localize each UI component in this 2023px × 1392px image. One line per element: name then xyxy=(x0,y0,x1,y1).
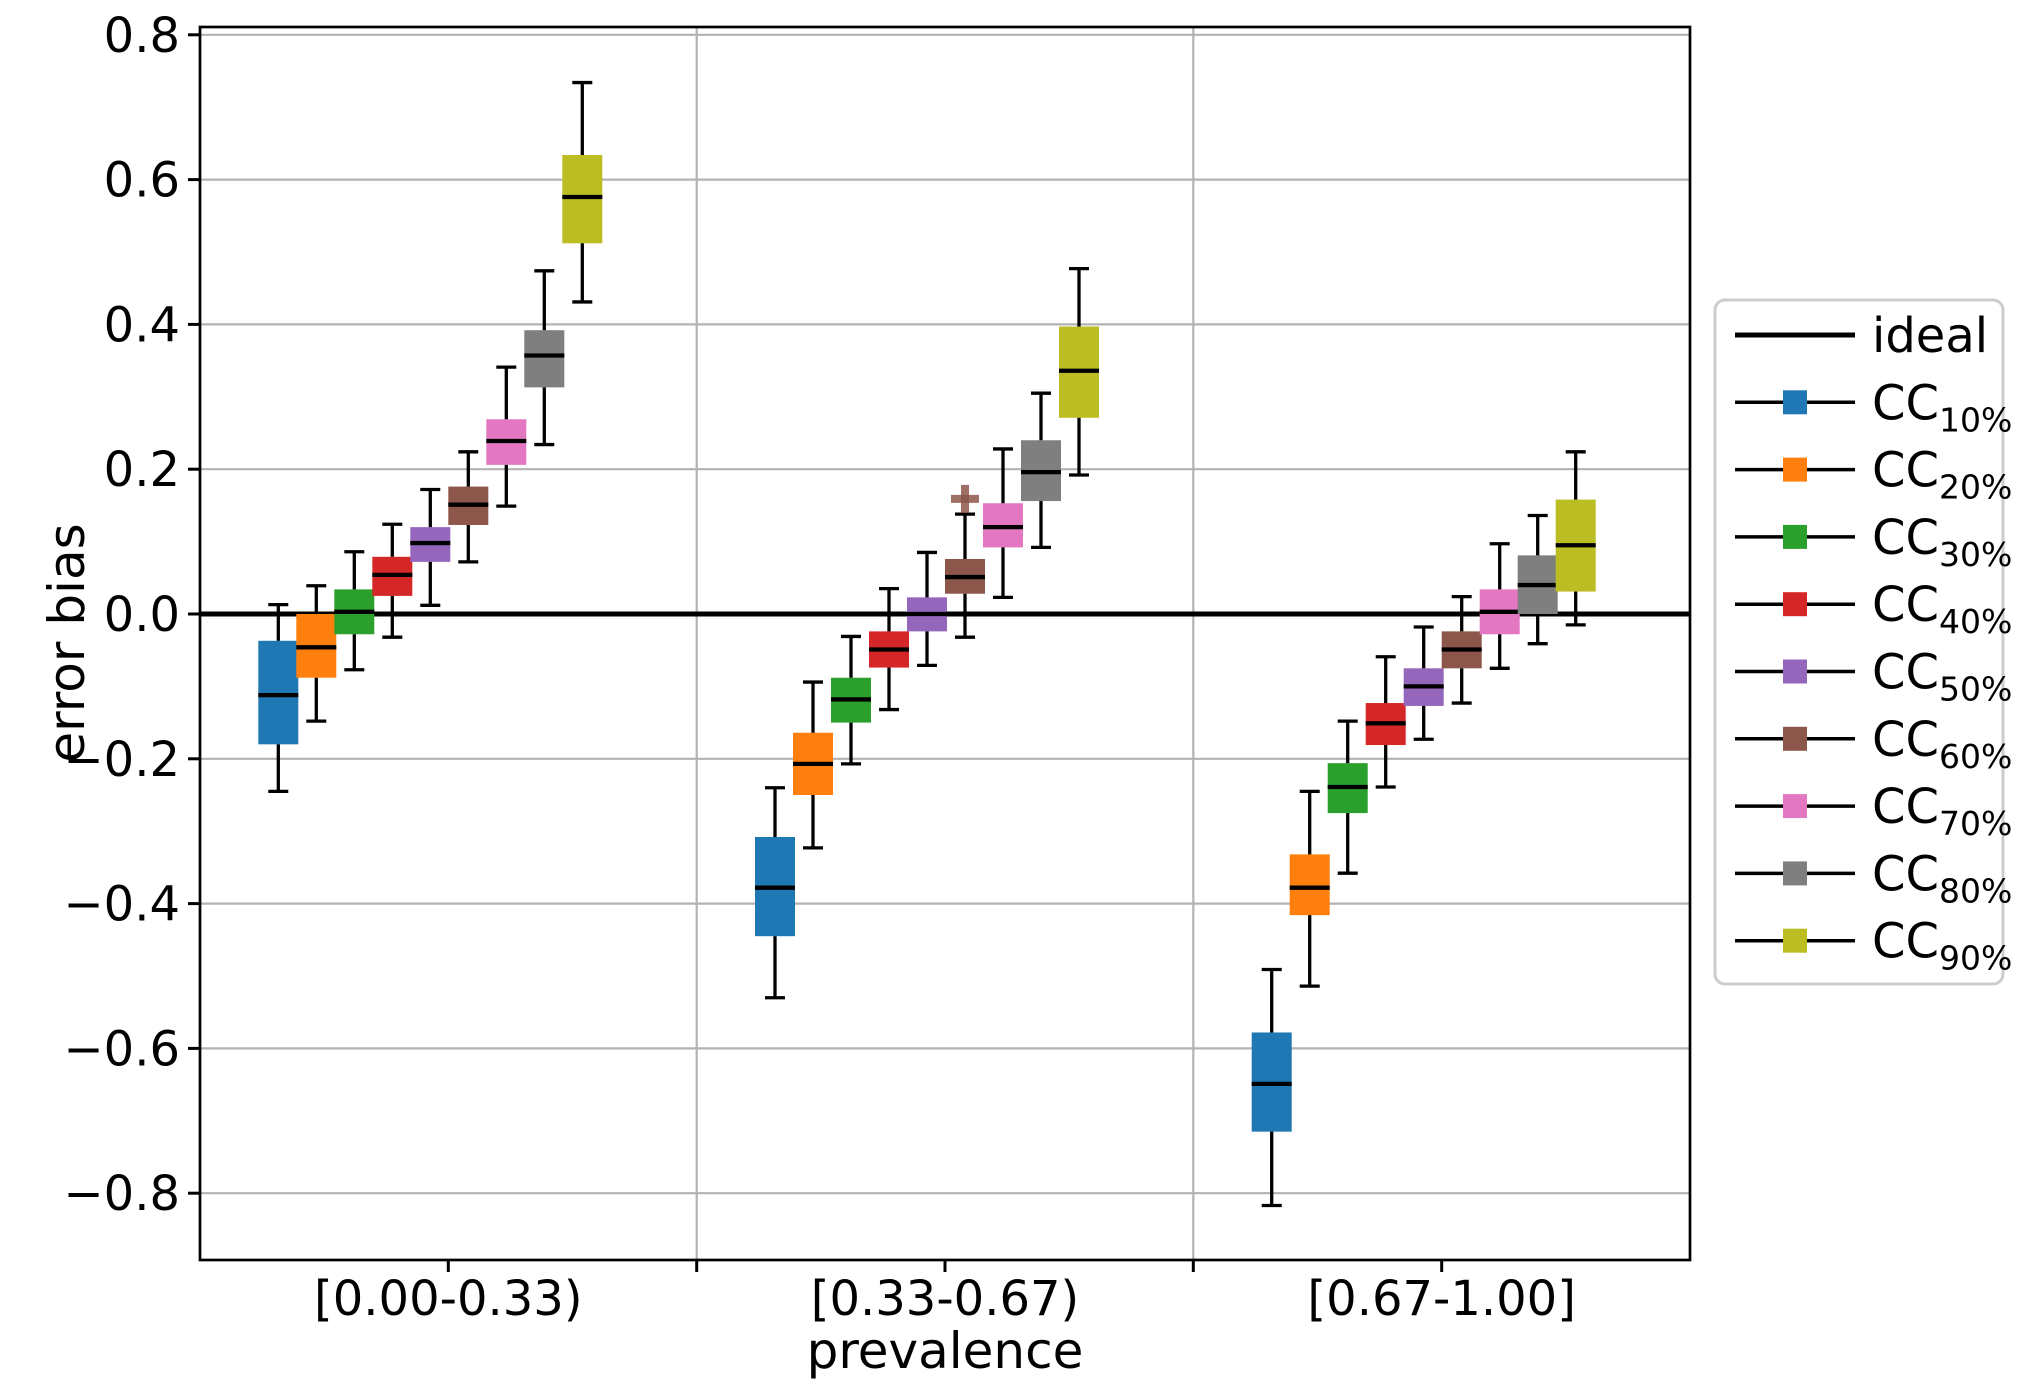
box-cc10-group1 xyxy=(258,602,299,794)
legend-swatch-cc40 xyxy=(1783,592,1807,617)
legend-label-cc90: CC90% xyxy=(1872,914,2012,978)
legend-swatch-cc90 xyxy=(1783,928,1807,953)
y-tick-label-0.6: 0.6 xyxy=(104,153,180,209)
y-axis-label: error bias xyxy=(38,523,96,762)
y-tick-label-0.2: 0.2 xyxy=(104,442,180,498)
box-cc10-group2 xyxy=(755,786,795,1000)
legend-entry-cc90: CC90% xyxy=(1735,914,2012,978)
box-cc20-group2 xyxy=(793,680,833,850)
box-cc30-group1 xyxy=(334,550,375,672)
axis-ticks xyxy=(188,33,1444,1272)
box-rect-cc20-g3 xyxy=(1289,854,1330,916)
legend-entry-cc80: CC80% xyxy=(1735,846,2012,910)
y-tick-label-−0.8: −0.8 xyxy=(63,1166,180,1222)
box-cc90-group3 xyxy=(1555,450,1596,627)
y-tick-label-−0.2: −0.2 xyxy=(63,732,180,788)
x-tick-label-3: [0.67-1.00] xyxy=(1307,1271,1576,1327)
box-cc70-group2 xyxy=(983,447,1023,599)
legend-swatch-cc80 xyxy=(1783,861,1807,886)
box-cc60-group3 xyxy=(1441,594,1482,705)
x-tick-label-1: [0.00-0.33) xyxy=(314,1271,583,1327)
box-cc80-group2 xyxy=(1021,391,1061,550)
legend-label-cc20: CC20% xyxy=(1872,443,2012,507)
legend-label-cc80: CC80% xyxy=(1872,846,2012,910)
box-rect-cc80-g1 xyxy=(524,330,565,388)
legend-swatch-cc10 xyxy=(1783,390,1807,415)
legend-entry-cc20: CC20% xyxy=(1735,443,2012,507)
box-cc80-group3 xyxy=(1517,513,1558,646)
box-cc40-group3 xyxy=(1365,655,1406,789)
legend: ideal CC10%CC20%CC30%CC40%CC50%CC60%CC70%… xyxy=(1713,298,2012,986)
box-cc50-group3 xyxy=(1403,625,1444,741)
legend-swatch-cc20 xyxy=(1783,457,1807,482)
y-tick-label-−0.4: −0.4 xyxy=(63,877,180,933)
flier-plus-marker-cc60-g2-0 xyxy=(951,484,979,513)
legend-label-ideal: ideal xyxy=(1872,308,1988,364)
box-cc40-group2 xyxy=(869,587,909,712)
legend-label-cc10: CC10% xyxy=(1872,375,2012,439)
box-cc30-group2 xyxy=(831,634,871,766)
legend-label-cc40: CC40% xyxy=(1872,577,2012,641)
legend-entry-cc50: CC50% xyxy=(1735,645,2012,709)
legend-entry-cc70: CC70% xyxy=(1735,779,2012,843)
legend-entry-cc60: CC60% xyxy=(1735,712,2012,776)
legend-label-cc50: CC50% xyxy=(1872,645,2012,709)
box-rect-cc10-g1 xyxy=(258,640,299,745)
y-tick-label-0.8: 0.8 xyxy=(104,8,180,64)
box-series xyxy=(258,80,1596,1208)
box-cc40-group1 xyxy=(372,522,413,639)
legend-swatch-cc30 xyxy=(1783,524,1807,549)
y-tick-label-0.4: 0.4 xyxy=(104,297,180,353)
legend-label-cc60: CC60% xyxy=(1872,712,2012,776)
x-axis-label: prevalence xyxy=(807,1322,1084,1380)
box-cc90-group2 xyxy=(1059,267,1099,477)
box-cc70-group1 xyxy=(486,365,527,508)
tick-labels: 0.8 0.6 0.4 0.2 0.0 −0.2 −0.4 −0.6 −0.8 [0.00-0.3… xyxy=(63,8,1576,1327)
box-cc70-group3 xyxy=(1479,542,1520,670)
legend-swatch-cc50 xyxy=(1783,659,1807,684)
legend-entry-ideal: ideal xyxy=(1735,308,1988,364)
legend-entry-cc10: CC10% xyxy=(1735,375,2012,439)
box-cc50-group1 xyxy=(410,487,451,607)
box-rect-cc90-g1 xyxy=(562,154,603,244)
box-cc30-group3 xyxy=(1327,719,1368,875)
x-tick-label-2: [0.33-0.67) xyxy=(811,1271,1080,1327)
x-divider-gridlines xyxy=(695,27,1195,1260)
box-cc60-group2 xyxy=(945,484,985,639)
box-cc60-group1 xyxy=(448,450,489,564)
legend-swatch-cc60 xyxy=(1783,726,1807,751)
box-cc80-group1 xyxy=(524,269,565,447)
y-tick-label-0.0: 0.0 xyxy=(104,587,180,643)
box-cc20-group1 xyxy=(296,584,337,723)
box-cc20-group3 xyxy=(1289,789,1330,988)
legend-entry-cc30: CC30% xyxy=(1735,510,2012,574)
box-cc50-group2 xyxy=(907,550,947,668)
y-tick-label-−0.6: −0.6 xyxy=(63,1021,180,1077)
legend-swatch-cc70 xyxy=(1783,794,1807,819)
legend-label-cc70: CC70% xyxy=(1872,779,2012,843)
legend-label-cc30: CC30% xyxy=(1872,510,2012,574)
box-cc10-group3 xyxy=(1251,967,1292,1208)
box-cc90-group1 xyxy=(562,80,603,304)
legend-entry-cc40: CC40% xyxy=(1735,577,2012,641)
